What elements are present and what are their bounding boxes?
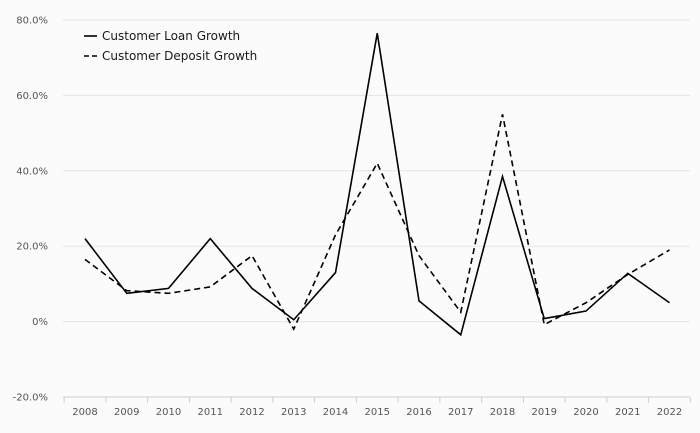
y-tick-label: 20.0% xyxy=(16,242,48,253)
x-tick-label: 2016 xyxy=(406,407,431,418)
y-tick-label: 80.0% xyxy=(16,16,48,27)
x-tick-label: 2011 xyxy=(198,407,223,418)
x-axis xyxy=(63,396,691,403)
series-line-deposit-growth xyxy=(84,114,670,331)
x-tick-label: 2010 xyxy=(156,407,181,418)
y-tick-label: 40.0% xyxy=(16,166,48,177)
x-axis-ticks: 2008 2009 2010 2011 2012 2013 2014 2015 2016 2017… xyxy=(72,407,682,418)
series-line-loan-growth xyxy=(84,33,670,337)
x-tick-label: 2012 xyxy=(239,407,264,418)
x-tick-label: 2019 xyxy=(532,407,557,418)
y-axis-ticks: -20.0% 0% 20.0% 40.0% 60.0% 80.0% xyxy=(13,16,48,404)
x-tick-label: 2020 xyxy=(573,407,598,418)
x-tick-label: 2014 xyxy=(323,407,348,418)
x-tick-label: 2008 xyxy=(72,407,97,418)
y-tick-label: -20.0% xyxy=(13,393,48,404)
x-tick-label: 2015 xyxy=(365,407,390,418)
x-tick-label: 2013 xyxy=(281,407,306,418)
legend-label: Customer Deposit Growth xyxy=(102,49,257,63)
x-tick-label: 2021 xyxy=(615,407,640,418)
x-tick-label: 2017 xyxy=(448,407,473,418)
legend-label: Customer Loan Growth xyxy=(102,29,240,43)
y-tick-label: 60.0% xyxy=(16,91,48,102)
x-tick-label: 2018 xyxy=(490,407,515,418)
legend: Customer Loan Growth Customer Deposit Gro… xyxy=(84,29,257,63)
series-lines xyxy=(84,33,670,337)
x-tick-label: 2009 xyxy=(114,407,139,418)
x-tick-label: 2022 xyxy=(657,407,682,418)
y-tick-label: 0% xyxy=(32,317,48,328)
gridlines xyxy=(63,19,690,323)
